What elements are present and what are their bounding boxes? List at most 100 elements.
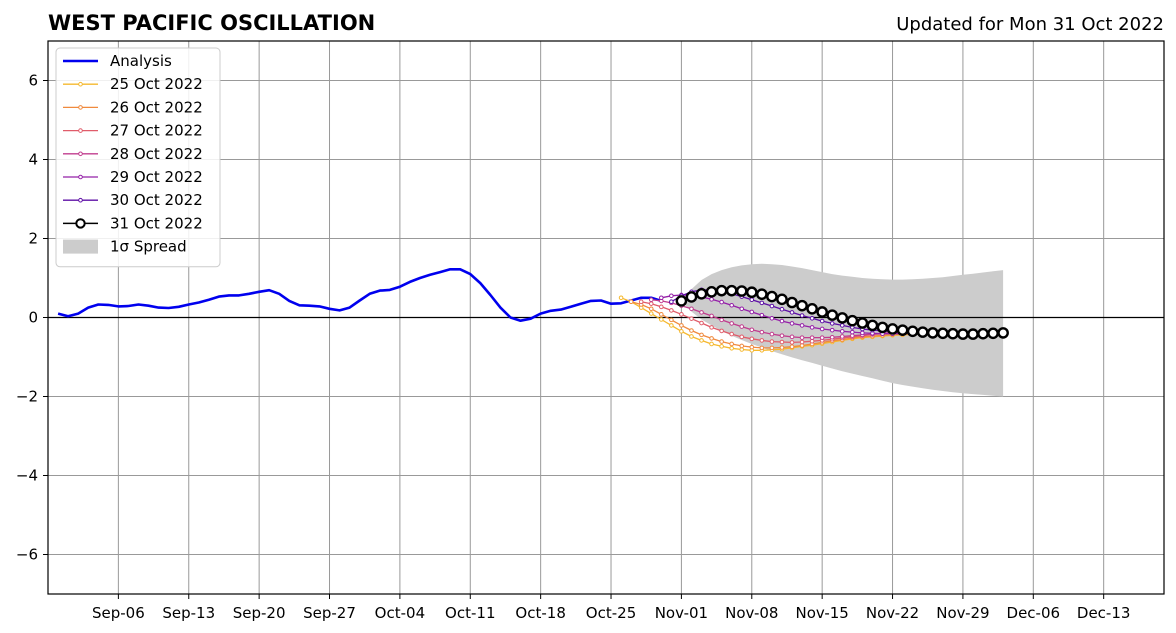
legend-label: 1σ Spread	[110, 238, 187, 256]
y-tick-label: −6	[16, 546, 38, 564]
forecast-point	[759, 312, 765, 318]
x-tick-label: Sep-13	[162, 604, 215, 622]
forecast-point	[618, 295, 624, 301]
x-tick-label: Sep-06	[92, 604, 145, 622]
forecast-point	[679, 329, 684, 334]
forecast-point	[749, 309, 755, 315]
forecast-point	[669, 317, 674, 323]
forecast-point	[759, 345, 765, 351]
forecast-point	[658, 295, 664, 301]
legend-marker	[78, 151, 83, 157]
forecast-point	[739, 343, 745, 349]
forecast-point	[669, 308, 674, 313]
chart-title: WEST PACIFIC OSCILLATION	[48, 11, 375, 35]
plot-frame	[47, 40, 1165, 595]
legend-item: 29 Oct 2022	[63, 168, 203, 186]
forecast-point	[806, 303, 818, 315]
y-tick-label: −2	[16, 388, 38, 406]
forecast-point	[779, 306, 785, 312]
legend-swatch	[63, 239, 98, 254]
forecast-point	[896, 324, 909, 336]
forecast-point	[769, 345, 775, 351]
forecast-point	[796, 299, 808, 312]
forecast-point	[735, 285, 748, 297]
forecast-point	[789, 340, 795, 345]
axis-ticks: Sep-06 Sep-13 Sep-20 Sep-27 Oct-04 Oct-11 Oct-…	[16, 72, 1131, 623]
forecast-point	[739, 306, 745, 312]
forecast-point	[739, 324, 745, 329]
forecast-point	[699, 332, 704, 338]
forecast-point	[809, 315, 815, 321]
forecast-point	[839, 329, 845, 334]
forecast-point	[839, 323, 845, 328]
forecast-point	[839, 334, 845, 339]
forecast-point	[799, 313, 805, 318]
forecast-point	[675, 295, 688, 307]
forecast-point	[709, 313, 714, 319]
forecast-point	[826, 309, 839, 321]
forecast-point	[926, 327, 939, 339]
chart-subtitle: Updated for Mon 31 Oct 2022	[896, 14, 1164, 35]
forecast-point	[745, 286, 758, 299]
forecast-point	[679, 323, 684, 328]
x-tick-label: Nov-29	[936, 604, 989, 622]
forecast-point	[689, 334, 694, 339]
forecast-point	[856, 317, 869, 329]
forecast-point	[756, 288, 768, 300]
legend-item: Analysis	[63, 52, 172, 70]
forecast-point	[759, 300, 765, 306]
x-tick-label: Oct-04	[375, 604, 425, 622]
legend-box	[55, 47, 221, 268]
forecast-point	[779, 339, 785, 345]
forecast-point	[709, 336, 714, 341]
forecast-point	[819, 326, 825, 332]
forecast-point	[669, 299, 674, 305]
forecast-point	[658, 317, 664, 322]
forecast-point	[967, 328, 979, 340]
forecast-point	[829, 327, 835, 333]
x-tick-label: Nov-15	[795, 604, 848, 622]
forecast-point	[638, 299, 644, 305]
forecast-point	[957, 328, 969, 340]
y-tick-label: 6	[28, 72, 38, 90]
y-tick-label: −4	[16, 467, 38, 485]
legend-item: 31 Oct 2022	[63, 214, 203, 232]
forecast-point	[749, 327, 755, 333]
forecast-point	[776, 293, 788, 306]
forecast-point	[769, 331, 775, 337]
forecast-point	[658, 312, 664, 317]
forecast-point	[779, 333, 785, 338]
forecast-point	[749, 344, 755, 350]
legend-item: 28 Oct 2022	[63, 145, 203, 163]
forecast-point	[628, 299, 634, 305]
forecast-point	[715, 284, 728, 297]
forecast-point	[648, 297, 654, 303]
forecast-point	[799, 335, 805, 340]
forecast-point	[749, 336, 755, 342]
forecast-point	[648, 311, 654, 316]
forecast-point	[729, 331, 734, 337]
forecast-point	[819, 318, 825, 324]
legend-item: 26 Oct 2022	[63, 98, 203, 116]
legend-marker	[75, 218, 86, 229]
forecast-point	[829, 334, 835, 340]
forecast-point	[846, 314, 859, 327]
x-tick-label: Oct-18	[515, 604, 565, 622]
forecast-point	[759, 338, 765, 343]
forecast-point	[809, 335, 815, 340]
legend-label: 27 Oct 2022	[110, 122, 203, 140]
forecast-point	[987, 327, 999, 340]
x-tick-label: Nov-08	[725, 604, 778, 622]
x-tick-label: Nov-01	[655, 604, 708, 622]
forecast-point	[860, 330, 865, 336]
forecast-point	[679, 312, 684, 317]
analysis-line	[57, 268, 662, 322]
legend-item: 1σ Spread	[63, 238, 187, 256]
forecast-point	[689, 316, 694, 321]
forecast-point	[658, 304, 664, 310]
forecast-point	[699, 338, 704, 343]
series-7	[675, 284, 1009, 340]
forecast-point	[719, 317, 724, 323]
legend-label: 26 Oct 2022	[110, 98, 203, 116]
forecast-point	[789, 321, 795, 326]
